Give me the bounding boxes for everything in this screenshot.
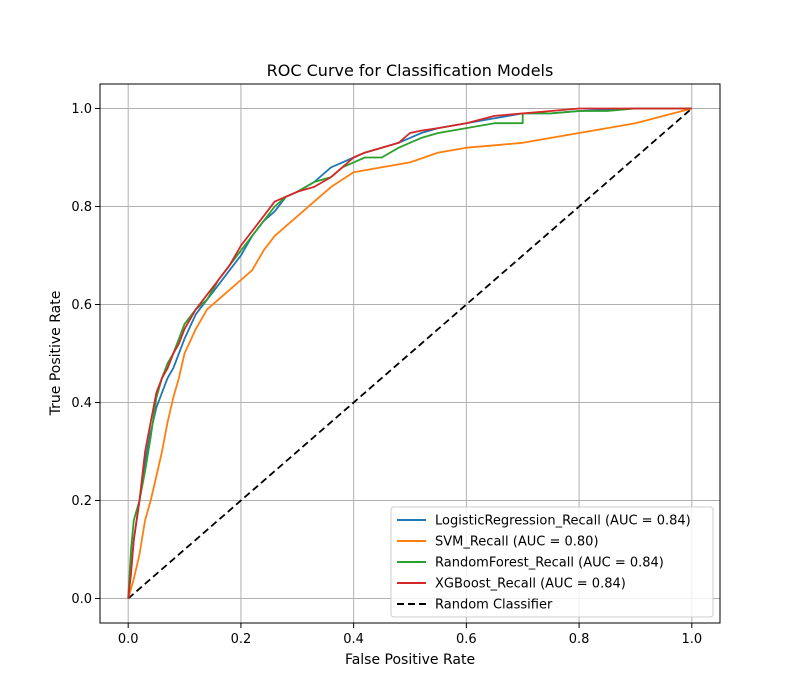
- x-tick-label: 0.8: [569, 632, 590, 647]
- y-tick-label: 0.2: [71, 494, 92, 509]
- series-lines: [127, 107, 693, 600]
- legend-label: RandomForest_Recall (AUC = 0.84): [435, 556, 664, 571]
- series-line-svm_recall: [127, 107, 693, 599]
- x-tick-label: 0.6: [456, 632, 477, 647]
- legend-label: XGBoost_Recall (AUC = 0.84): [435, 577, 626, 592]
- x-tick-label: 0.4: [343, 632, 364, 647]
- x-tick-label: 0.0: [118, 632, 139, 647]
- x-axis-label: False Positive Rate: [345, 652, 475, 668]
- grid-lines: [100, 84, 720, 623]
- x-tick-label: 1.0: [681, 632, 702, 647]
- y-tick-label: 0.6: [71, 298, 92, 313]
- y-tick-label: 1.0: [71, 102, 92, 117]
- chart-title: ROC Curve for Classification Models: [267, 61, 554, 80]
- y-tick-label: 0.8: [71, 200, 92, 215]
- axis-ticks: 0.0 0.2 0.4 0.6 0.8 1.0 0.0 0.2 0.4 0.6 0.8 1.0: [71, 102, 702, 647]
- y-axis-label: True Positive Rate: [48, 291, 64, 417]
- plot-frame: [99, 83, 721, 624]
- y-tick-label: 0.4: [71, 396, 92, 411]
- x-tick-label: 0.2: [231, 632, 252, 647]
- series-line-xgboost_recall: [127, 107, 692, 599]
- series-line-random: [127, 107, 693, 600]
- legend-box: [390, 506, 714, 618]
- legend: LogisticRegression_Recall (AUC = 0.84) SV…: [390, 506, 714, 618]
- legend-label: LogisticRegression_Recall (AUC = 0.84): [435, 514, 691, 529]
- legend-label: SVM_Recall (AUC = 0.80): [435, 535, 599, 550]
- legend-label: Random Classifier: [435, 598, 553, 613]
- y-tick-label: 0.0: [71, 592, 92, 607]
